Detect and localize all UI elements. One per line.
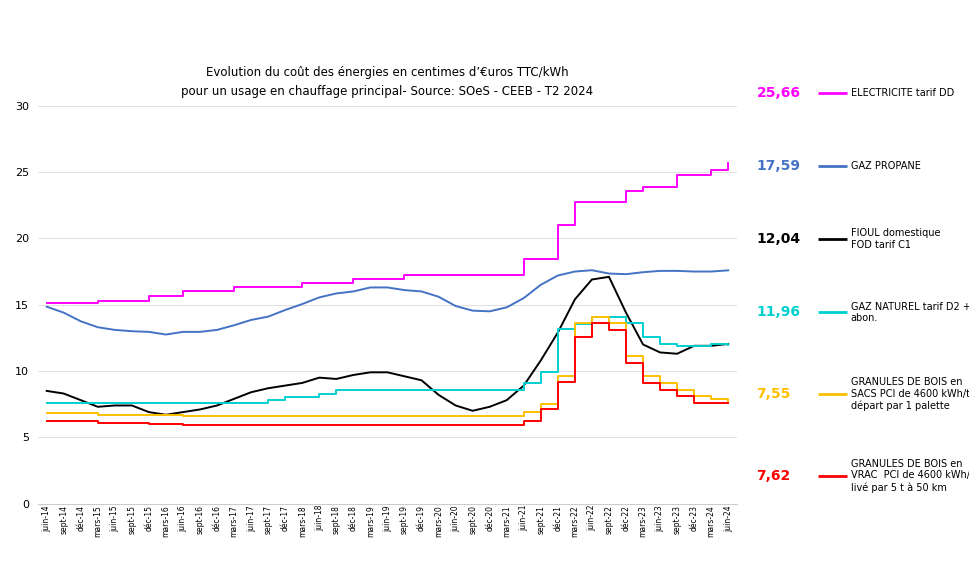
Text: 7,55: 7,55 — [756, 387, 790, 401]
Text: GAZ PROPANE: GAZ PROPANE — [850, 161, 920, 171]
Text: 17,59: 17,59 — [756, 159, 799, 173]
Text: FIOUL domestique
FOD tarif C1: FIOUL domestique FOD tarif C1 — [850, 229, 939, 250]
Text: 12,04: 12,04 — [756, 233, 799, 246]
Text: GAZ NATUREL tarif D2 +
abon.: GAZ NATUREL tarif D2 + abon. — [850, 302, 969, 323]
Text: 11,96: 11,96 — [756, 306, 799, 319]
Text: ELECTRICITE tarif DD: ELECTRICITE tarif DD — [850, 88, 953, 98]
Text: GRANULES DE BOIS en
SACS PCI de 4600 kWh/t
départ par 1 palette: GRANULES DE BOIS en SACS PCI de 4600 kWh… — [850, 377, 969, 411]
Text: 25,66: 25,66 — [756, 86, 799, 100]
Text: 7,62: 7,62 — [756, 469, 790, 482]
Text: GRANULES DE BOIS en
VRAC  PCI de 4600 kWh/t
livé par 5 t à 50 km: GRANULES DE BOIS en VRAC PCI de 4600 kWh… — [850, 459, 969, 493]
Title: Evolution du coût des énergies en centimes d’€uros TTC/kWh
pour un usage en chau: Evolution du coût des énergies en centim… — [181, 66, 593, 97]
